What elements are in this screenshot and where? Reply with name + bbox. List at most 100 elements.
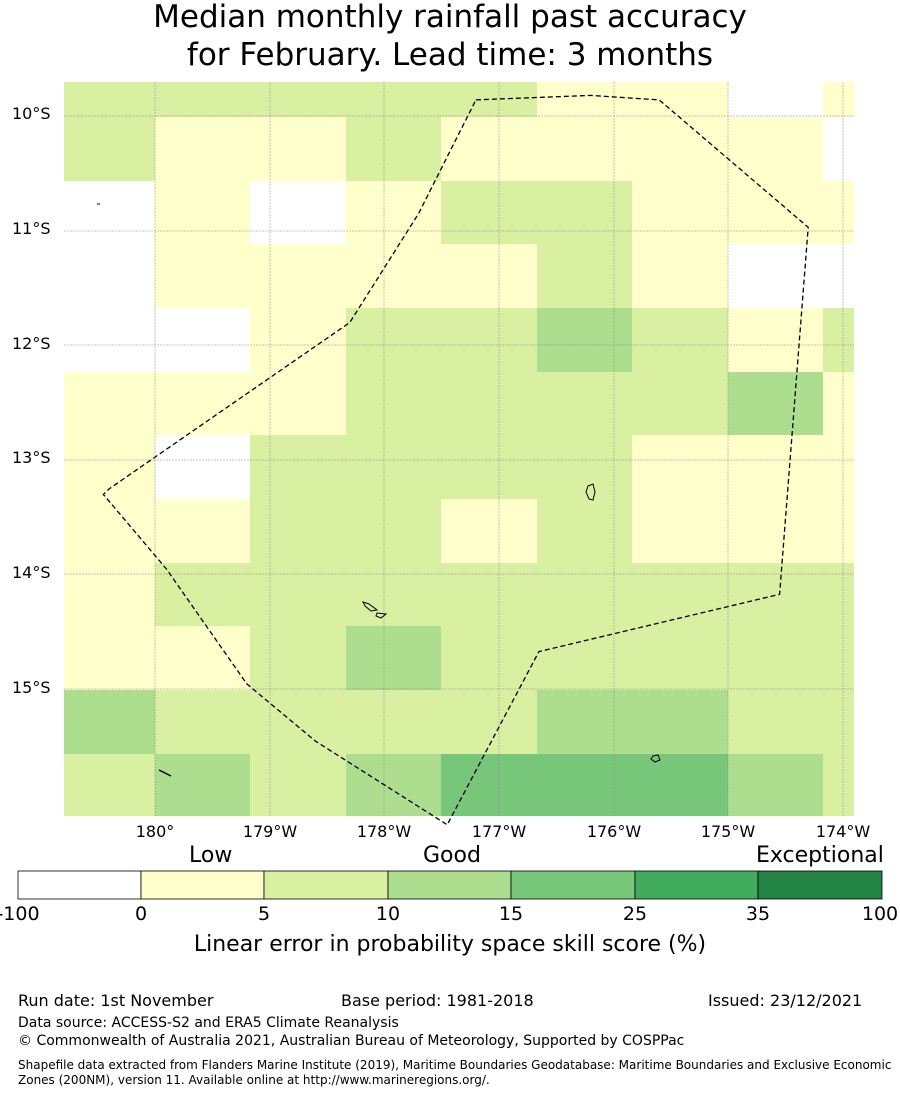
- grid-cell: [155, 117, 250, 181]
- data-source: Data source: ACCESS-S2 and ERA5 Climate …: [18, 1015, 399, 1031]
- lon-tick-179w: 179°W: [242, 822, 298, 841]
- grid-cell: [155, 181, 250, 244]
- island-fakaofo-south: [375, 612, 388, 619]
- grid-cell: [155, 435, 250, 499]
- skill-grid: [64, 82, 854, 816]
- colorbar-tick: 35: [745, 903, 771, 925]
- grid-cell: [155, 626, 250, 690]
- grid-cell: [728, 626, 823, 690]
- lon-tick-176w: 176°W: [586, 822, 642, 841]
- grid-cell: [155, 690, 250, 754]
- grid-cell: [155, 563, 250, 626]
- colorbar-label: Linear error in probability space skill …: [193, 932, 707, 957]
- grid-cell: [155, 82, 250, 117]
- lat-tick-14s: 14°S: [12, 563, 51, 582]
- grid-cell: [155, 754, 250, 816]
- grid-cell: [346, 82, 441, 117]
- grid-cell: [64, 690, 155, 754]
- grid-cell: [728, 754, 823, 816]
- chart-title-line-2: for February. Lead time: 3 months: [186, 37, 714, 73]
- grid-cell: [537, 82, 632, 117]
- grid-cell: [537, 181, 632, 244]
- grid-cell: [441, 690, 537, 754]
- grid-cell: [155, 372, 250, 435]
- grid-cell: [632, 372, 728, 435]
- grid-cell: [250, 181, 346, 244]
- grid-cell: [64, 117, 155, 181]
- grid-cell: [441, 499, 537, 563]
- grid-cell: [823, 754, 854, 816]
- grid-cell: [441, 308, 537, 372]
- colorbar: [17, 870, 883, 900]
- grid-cell: [728, 117, 823, 181]
- colorbar-tick: 100: [861, 903, 899, 925]
- grid-cell: [632, 690, 728, 754]
- grid-cell: [728, 308, 823, 372]
- grid-cell: [250, 244, 346, 308]
- grid-cell: [537, 244, 632, 308]
- grid-cell: [537, 435, 632, 499]
- grid-cell: [346, 117, 441, 181]
- colorbar-segment: [634, 870, 759, 900]
- grid-cell: [823, 117, 854, 181]
- grid-cell: [155, 244, 250, 308]
- island-nukunonu: [585, 483, 596, 501]
- grid-cell: [64, 754, 155, 816]
- grid-cell: [441, 626, 537, 690]
- colorbar-segment: [140, 870, 265, 900]
- grid-cell: [64, 563, 155, 626]
- grid-cell: [632, 626, 728, 690]
- copyright: © Commonwealth of Australia 2021, Austra…: [18, 1033, 685, 1049]
- shapefile-credit-line-2: Zones (200NM), version 11. Available onl…: [18, 1073, 490, 1087]
- grid-cell: [441, 372, 537, 435]
- lon-tick-175w: 175°W: [700, 822, 756, 841]
- issued-date: Issued: 23/12/2021: [708, 991, 863, 1010]
- grid-cell: [64, 626, 155, 690]
- grid-cell: [728, 563, 823, 626]
- grid-cell: [250, 435, 346, 499]
- grid-cell: [441, 563, 537, 626]
- grid-cell: [632, 244, 728, 308]
- category-good: Good: [423, 843, 481, 868]
- lon-tick-174w: 174°W: [815, 822, 871, 841]
- grid-cell: [64, 499, 155, 563]
- grid-cell: [441, 435, 537, 499]
- graticule: [64, 82, 854, 816]
- grid-cell: [346, 690, 441, 754]
- grid-cell: [823, 499, 854, 563]
- eez-boundary-line: [102, 94, 809, 826]
- grid-cell: [346, 435, 441, 499]
- grid-cell: [728, 244, 823, 308]
- grid-cell: [537, 372, 632, 435]
- grid-cell: [537, 499, 632, 563]
- grid-cell: [441, 244, 537, 308]
- grid-cell: [155, 308, 250, 372]
- islands: [97, 203, 661, 777]
- grid-cell: [441, 117, 537, 181]
- base-period: Base period: 1981-2018: [341, 991, 534, 1010]
- grid-cell: [728, 690, 823, 754]
- grid-cell: [64, 372, 155, 435]
- grid-cell: [537, 690, 632, 754]
- grid-cell: [823, 244, 854, 308]
- shapefile-credit-line-1: Shapefile data extracted from Flanders M…: [18, 1058, 892, 1072]
- lat-tick-13s: 13°S: [12, 448, 51, 467]
- colorbar-segment: [17, 870, 142, 900]
- colorbar-tick: 25: [622, 903, 648, 925]
- lon-tick-180: 180°: [135, 822, 175, 841]
- grid-cell: [537, 626, 632, 690]
- grid-cell: [250, 563, 346, 626]
- grid-cell: [537, 754, 632, 816]
- grid-cell: [441, 82, 537, 117]
- run-date: Run date: 1st November: [18, 991, 214, 1010]
- grid-cell: [823, 181, 854, 244]
- grid-cell: [346, 181, 441, 244]
- grid-cell: [823, 690, 854, 754]
- grid-cell: [346, 244, 441, 308]
- grid-cell: [250, 754, 346, 816]
- grid-cell: [823, 435, 854, 499]
- category-low: Low: [189, 843, 233, 868]
- grid-cell: [537, 308, 632, 372]
- colorbar-tick: 0: [134, 903, 148, 925]
- colorbar-tick: -100: [0, 903, 40, 925]
